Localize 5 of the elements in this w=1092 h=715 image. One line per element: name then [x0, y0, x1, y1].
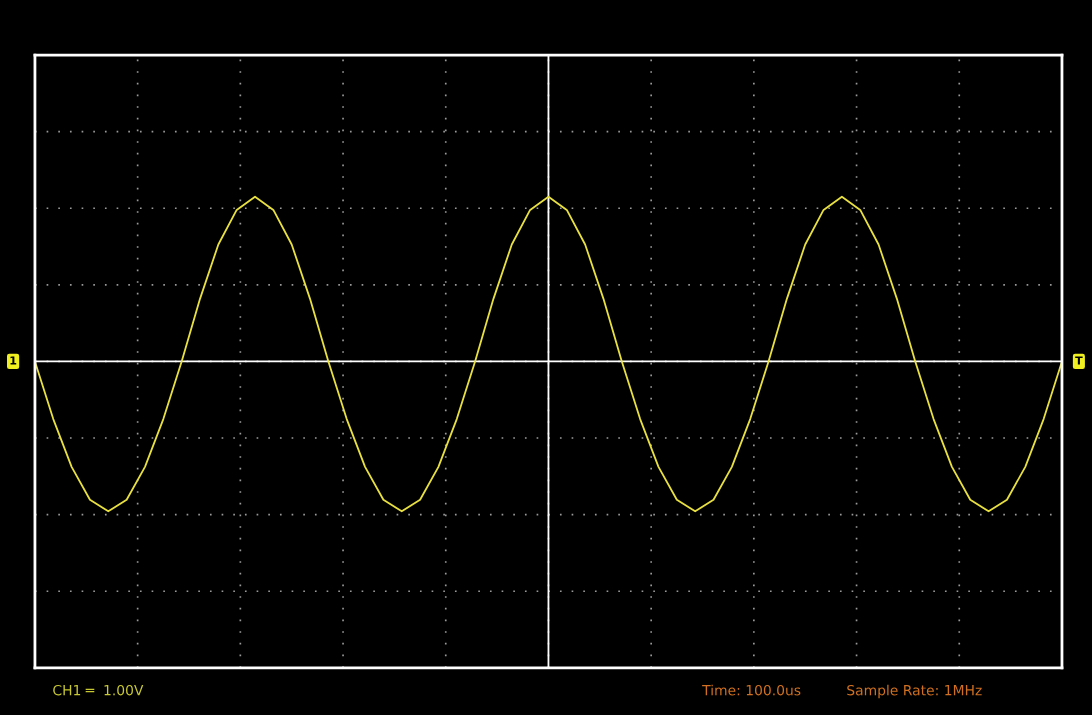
text: T — [1075, 356, 1083, 365]
text: CH1 ═ 1.00V — [53, 684, 144, 696]
text: Sample Rate: 1MHz — [847, 684, 982, 699]
text: 1 — [10, 356, 17, 365]
text: Time: 100.0us — [702, 684, 801, 696]
